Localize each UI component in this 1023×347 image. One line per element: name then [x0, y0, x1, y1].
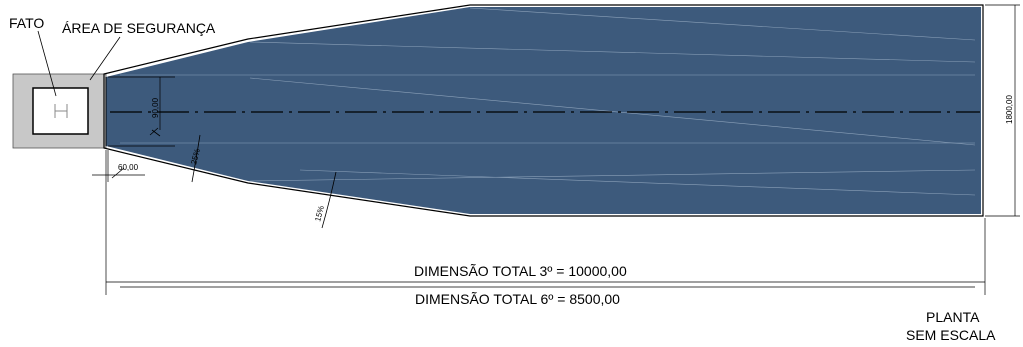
total-6-label: DIMENSÃO TOTAL 6º = 8500,00 — [415, 291, 620, 307]
slope-25-arc — [191, 134, 201, 183]
view-label-line2: SEM ESCALA — [906, 327, 996, 343]
surface-hatching — [120, 7, 976, 196]
total-3-label: DIMENSÃO TOTAL 3º = 10000,00 — [414, 263, 627, 279]
dim-1800-label: 1800,00 — [1005, 95, 1014, 124]
fato-leader — [37, 30, 57, 97]
view-label-line1: PLANTA — [926, 309, 980, 325]
h-marker-icon — [54, 104, 68, 118]
dim-60-tick — [111, 167, 125, 179]
dim-90-tick — [149, 127, 161, 137]
approach-surface — [106, 7, 981, 214]
slope-25-label: 25% — [189, 148, 202, 166]
dim-60-label: 60,00 — [118, 163, 139, 172]
slope-15-arc — [321, 171, 337, 229]
slope-15-label: 15% — [313, 205, 326, 223]
approach-surface-outline — [103, 4, 984, 217]
fato-label: FATO — [9, 15, 44, 31]
safety-area-label: ÁREA DE SEGURANÇA — [62, 20, 216, 36]
dim-90-label: 90,00 — [151, 97, 160, 118]
safety-area-leader — [89, 36, 121, 81]
